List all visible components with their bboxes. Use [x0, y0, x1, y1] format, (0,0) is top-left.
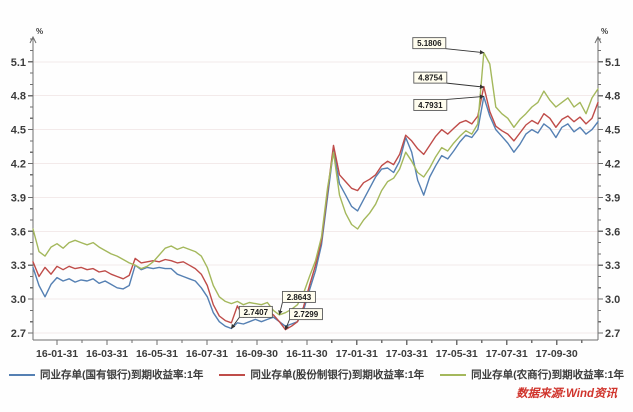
svg-text:2.7: 2.7	[605, 328, 620, 340]
svg-text:5.1: 5.1	[11, 57, 26, 69]
data-source-note: 数据来源:Wind资讯	[516, 388, 617, 400]
svg-text:16-11-30: 16-11-30	[286, 348, 328, 360]
svg-text:%: %	[601, 27, 608, 36]
svg-text:3.6: 3.6	[11, 226, 26, 238]
legend-line-swatch-blue	[8, 373, 35, 376]
svg-text:3.9: 3.9	[11, 192, 26, 204]
svg-text:3.3: 3.3	[605, 260, 620, 272]
svg-text:4.8: 4.8	[11, 91, 26, 103]
svg-text:4.8754: 4.8754	[418, 74, 443, 83]
svg-text:3.3: 3.3	[11, 260, 26, 272]
svg-text:4.5: 4.5	[605, 125, 620, 137]
svg-text:2.7: 2.7	[11, 328, 26, 340]
svg-text:2.8643: 2.8643	[287, 293, 312, 302]
svg-text:4.7931: 4.7931	[418, 101, 443, 110]
legend-item-joint-stock-banks: 同业存单(股份制银行)到期收益率:1年	[219, 367, 424, 382]
svg-text:17-07-31: 17-07-31	[486, 348, 528, 360]
svg-text:4.8: 4.8	[605, 91, 620, 103]
svg-text:17-05-31: 17-05-31	[436, 348, 478, 360]
svg-text:3.9: 3.9	[605, 192, 620, 204]
svg-text:3.0: 3.0	[11, 294, 26, 306]
svg-text:5.1806: 5.1806	[417, 39, 442, 48]
legend-label: 同业存单(股份制银行)到期收益率:1年	[250, 369, 425, 381]
svg-text:4.2: 4.2	[11, 158, 26, 170]
chart-legend: 同业存单(国有银行)到期收益率:1年 同业存单(股份制银行)到期收益率:1年 同…	[0, 367, 633, 382]
svg-text:%: %	[36, 27, 43, 36]
legend-item-state-owned-banks: 同业存单(国有银行)到期收益率:1年	[8, 367, 204, 382]
svg-text:16-07-31: 16-07-31	[186, 348, 228, 360]
svg-text:16-05-31: 16-05-31	[136, 348, 178, 360]
chart-plot-area: % % 2.7 2.7 3.0 3.0 3.3 3.3 3.6 3.6 3.9 3.9 4.2 4.2 4.…	[11, 27, 621, 360]
svg-text:2.7407: 2.7407	[244, 308, 269, 317]
legend-line-swatch-green	[440, 373, 467, 376]
svg-text:3.6: 3.6	[605, 226, 620, 238]
svg-text:17-09-30: 17-09-30	[536, 348, 578, 360]
svg-text:3.0: 3.0	[605, 294, 620, 306]
svg-text:4.5: 4.5	[11, 125, 26, 137]
svg-text:17-01-31: 17-01-31	[336, 348, 378, 360]
legend-item-rural-commercial-banks: 同业存单(农商行)到期收益率:1年	[440, 367, 624, 382]
svg-text:4.2: 4.2	[605, 158, 620, 170]
legend-label: 同业存单(农商行)到期收益率:1年	[471, 369, 625, 381]
svg-text:2.7299: 2.7299	[294, 310, 319, 319]
svg-text:16-03-31: 16-03-31	[86, 348, 128, 360]
svg-text:17-03-31: 17-03-31	[386, 348, 428, 360]
legend-label: 同业存单(国有银行)到期收益率:1年	[39, 369, 204, 381]
svg-text:16-01-31: 16-01-31	[36, 348, 78, 360]
svg-text:5.1: 5.1	[605, 57, 620, 69]
svg-text:16-09-30: 16-09-30	[236, 348, 278, 360]
legend-line-swatch-red	[219, 373, 246, 376]
